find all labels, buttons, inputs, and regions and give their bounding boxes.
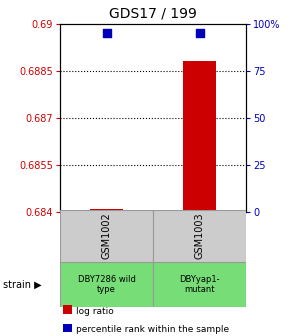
Bar <box>90 209 123 212</box>
Text: strain ▶: strain ▶ <box>3 280 42 290</box>
Text: GSM1002: GSM1002 <box>101 213 112 259</box>
Bar <box>60 262 153 307</box>
Title: GDS17 / 199: GDS17 / 199 <box>109 7 197 21</box>
Point <box>104 30 109 36</box>
Bar <box>153 262 246 307</box>
Text: DBY7286 wild
type: DBY7286 wild type <box>78 275 135 294</box>
Bar <box>60 210 153 262</box>
Text: percentile rank within the sample: percentile rank within the sample <box>76 326 230 334</box>
Bar <box>183 61 216 212</box>
Bar <box>153 210 246 262</box>
Text: log ratio: log ratio <box>76 307 114 316</box>
Point <box>197 30 202 36</box>
Text: GSM1003: GSM1003 <box>194 213 205 259</box>
Text: DBYyap1-
mutant: DBYyap1- mutant <box>179 275 220 294</box>
